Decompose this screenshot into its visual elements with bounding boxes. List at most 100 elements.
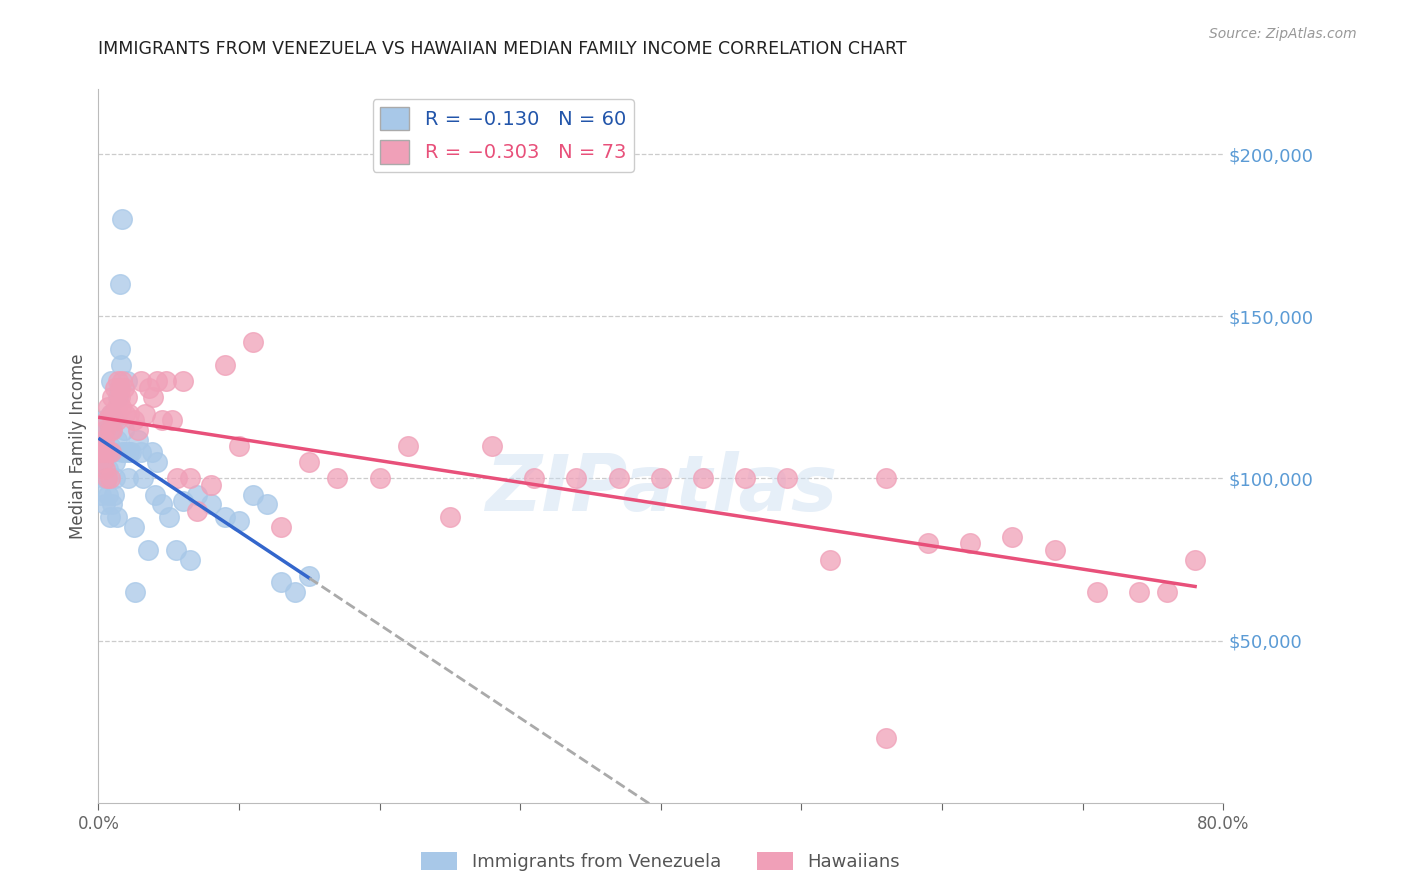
Point <box>734 471 756 485</box>
Point <box>818 552 841 566</box>
Point <box>105 433 128 447</box>
Point <box>157 510 180 524</box>
Text: ZIPatlas: ZIPatlas <box>485 450 837 527</box>
Point <box>214 510 236 524</box>
Point <box>959 536 981 550</box>
Point <box>108 342 131 356</box>
Point <box>1085 585 1108 599</box>
Point <box>155 374 177 388</box>
Point <box>108 381 131 395</box>
Point <box>104 455 127 469</box>
Point <box>103 488 125 502</box>
Point <box>650 471 672 485</box>
Point <box>110 358 132 372</box>
Legend: Immigrants from Venezuela, Hawaiians: Immigrants from Venezuela, Hawaiians <box>413 845 908 879</box>
Point <box>103 413 125 427</box>
Point <box>90 488 112 502</box>
Point <box>112 381 135 395</box>
Point <box>94 461 117 475</box>
Point <box>1128 585 1150 599</box>
Point <box>89 445 111 459</box>
Point <box>228 439 250 453</box>
Point <box>107 390 129 404</box>
Point <box>96 413 118 427</box>
Point <box>93 433 115 447</box>
Point <box>129 374 152 388</box>
Point <box>90 439 112 453</box>
Point <box>1043 542 1066 557</box>
Point <box>101 423 124 437</box>
Point <box>165 542 187 557</box>
Point <box>160 413 183 427</box>
Point <box>439 510 461 524</box>
Point <box>101 445 124 459</box>
Point <box>242 335 264 350</box>
Point <box>186 488 208 502</box>
Point <box>270 575 292 590</box>
Point <box>917 536 939 550</box>
Point <box>179 471 201 485</box>
Point <box>481 439 503 453</box>
Point <box>242 488 264 502</box>
Point <box>138 381 160 395</box>
Point <box>115 390 138 404</box>
Point <box>200 497 222 511</box>
Point <box>101 390 124 404</box>
Point <box>96 471 118 485</box>
Point <box>96 471 118 485</box>
Point <box>1001 530 1024 544</box>
Point <box>97 461 120 475</box>
Point <box>104 381 127 395</box>
Point <box>98 439 121 453</box>
Point <box>97 445 120 459</box>
Point <box>111 445 134 459</box>
Point <box>127 433 149 447</box>
Point <box>101 497 124 511</box>
Point <box>105 413 128 427</box>
Point <box>129 445 152 459</box>
Point <box>110 400 132 414</box>
Point <box>98 423 121 437</box>
Point <box>396 439 419 453</box>
Point <box>100 374 122 388</box>
Point <box>134 407 156 421</box>
Point <box>97 488 120 502</box>
Point <box>118 407 141 421</box>
Point <box>114 445 136 459</box>
Point <box>105 400 128 414</box>
Point <box>270 520 292 534</box>
Point <box>94 445 117 459</box>
Point <box>136 542 159 557</box>
Point <box>228 514 250 528</box>
Point <box>124 585 146 599</box>
Point <box>100 445 122 459</box>
Point <box>132 471 155 485</box>
Point <box>112 423 135 437</box>
Point <box>91 455 114 469</box>
Point <box>111 211 134 226</box>
Point <box>146 455 169 469</box>
Point <box>91 433 114 447</box>
Point <box>875 471 897 485</box>
Point <box>607 471 630 485</box>
Point <box>142 390 165 404</box>
Point <box>118 445 141 459</box>
Point <box>1184 552 1206 566</box>
Point <box>98 471 121 485</box>
Text: IMMIGRANTS FROM VENEZUELA VS HAWAIIAN MEDIAN FAMILY INCOME CORRELATION CHART: IMMIGRANTS FROM VENEZUELA VS HAWAIIAN ME… <box>98 40 907 58</box>
Point <box>150 413 173 427</box>
Point <box>565 471 588 485</box>
Point <box>120 445 142 459</box>
Point <box>108 277 131 291</box>
Point <box>143 488 166 502</box>
Point <box>122 413 145 427</box>
Point <box>96 423 118 437</box>
Text: Source: ZipAtlas.com: Source: ZipAtlas.com <box>1209 27 1357 41</box>
Point <box>172 374 194 388</box>
Point <box>89 445 111 459</box>
Point <box>98 510 121 524</box>
Point <box>368 471 391 485</box>
Point <box>256 497 278 511</box>
Point <box>100 407 122 421</box>
Point <box>111 374 134 388</box>
